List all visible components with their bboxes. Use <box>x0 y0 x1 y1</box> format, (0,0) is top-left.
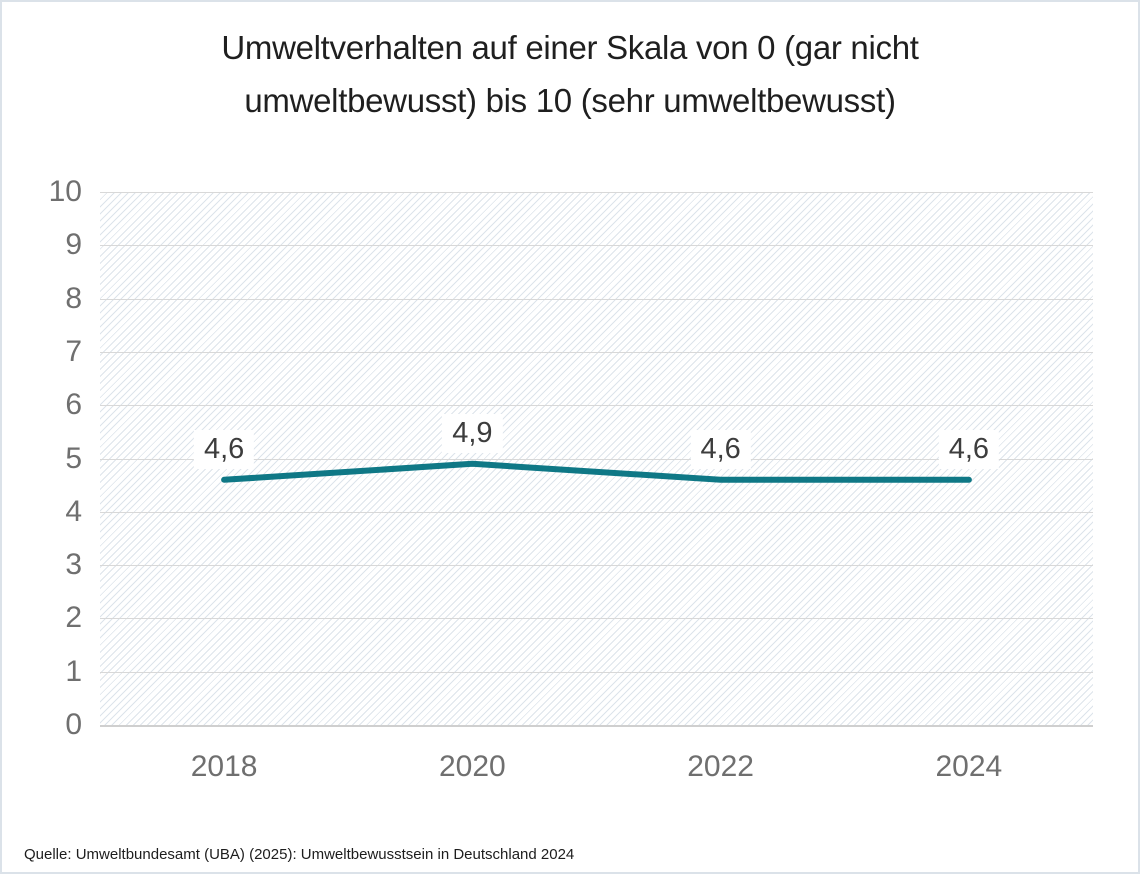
y-tick-label: 3 <box>65 548 82 581</box>
gridline <box>100 352 1093 353</box>
data-label: 4,6 <box>690 429 751 469</box>
gridline <box>100 299 1093 300</box>
y-tick-label: 10 <box>48 175 82 208</box>
y-tick-label: 6 <box>65 388 82 421</box>
gridline <box>100 565 1093 566</box>
y-tick-label: 0 <box>65 708 82 741</box>
data-label: 4,6 <box>938 429 1000 469</box>
x-axis: 2018 2020 2022 2024 <box>100 750 1093 792</box>
x-tick-label: 2022 <box>687 750 754 783</box>
y-tick-label: 2 <box>65 601 82 634</box>
y-tick-label: 1 <box>65 655 82 688</box>
plot-area: 4,6 4,9 4,6 4,6 <box>100 192 1093 727</box>
y-tick-label: 8 <box>65 282 82 315</box>
x-tick-label: 2020 <box>439 750 506 783</box>
gridline <box>100 245 1093 246</box>
gridline <box>100 459 1093 460</box>
y-tick-label: 4 <box>65 495 82 528</box>
data-label: 4,9 <box>442 413 503 453</box>
gridline <box>100 618 1093 619</box>
y-tick-label: 5 <box>65 442 82 475</box>
gridline <box>100 672 1093 673</box>
source-note: Quelle: Umweltbundesamt (UBA) (2025): Um… <box>24 846 575 863</box>
trend-line <box>221 460 972 483</box>
chart-title: Umweltverhalten auf einer Skala von 0 (g… <box>221 29 919 119</box>
gridline <box>100 725 1093 727</box>
y-tick-label: 9 <box>65 228 82 261</box>
x-tick-label: 2018 <box>190 750 258 783</box>
line-chart-svg <box>221 460 972 483</box>
y-tick-label: 7 <box>65 335 82 368</box>
gridline <box>100 192 1093 193</box>
x-tick-label: 2024 <box>935 750 1003 783</box>
gridline <box>100 405 1093 406</box>
gridline <box>100 512 1093 513</box>
data-label: 4,6 <box>193 429 255 469</box>
